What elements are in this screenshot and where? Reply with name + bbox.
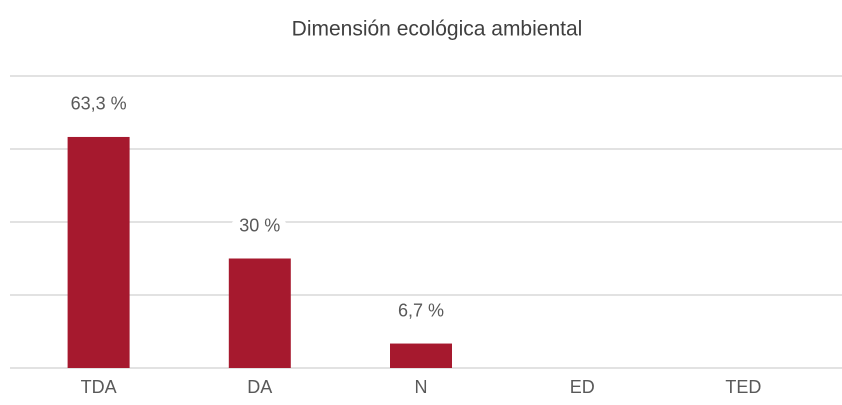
bar [67, 136, 130, 368]
data-label: 6,7 % [398, 300, 444, 320]
bar [390, 343, 452, 368]
chart-title: Dimensión ecológica ambiental [292, 18, 583, 41]
data-label: 30 % [239, 215, 280, 235]
data-label: 63,3 % [71, 94, 127, 114]
x-tick-label: DA [247, 377, 272, 397]
x-tick-label: TED [725, 377, 761, 397]
bar [228, 258, 291, 368]
x-tick-label: TDA [81, 377, 117, 397]
x-tick-label: ED [570, 377, 595, 397]
x-tick-label: N [415, 377, 428, 397]
